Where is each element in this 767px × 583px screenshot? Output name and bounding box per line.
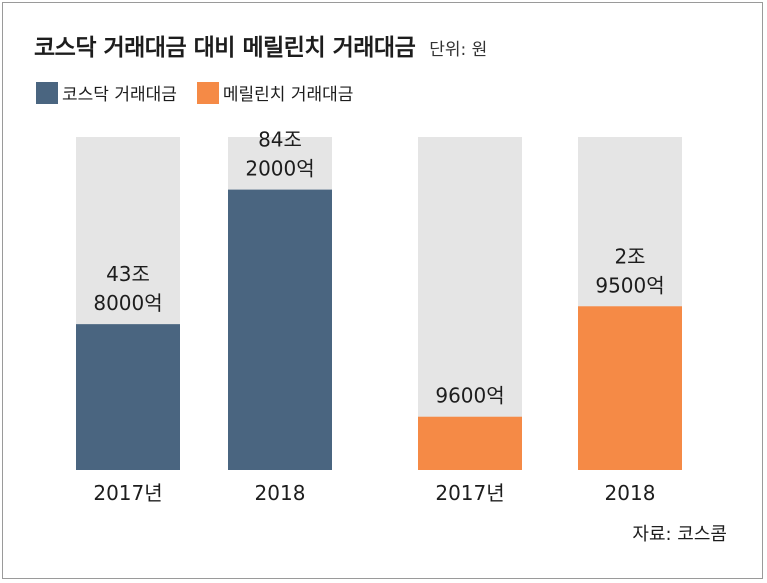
title-row: 코스닥 거래대금 대비 메릴린치 거래대금 단위: 원 — [34, 28, 487, 62]
unit-label: 단위: 원 — [429, 40, 488, 60]
data-label: 9600억 — [435, 384, 504, 408]
data-label: 43조 — [106, 262, 150, 286]
data-label: 2000억 — [245, 157, 314, 181]
data-label: 2조 — [614, 244, 645, 268]
legend-item-merrill: 메릴린치 거래대금 — [196, 80, 354, 105]
data-label: 9500억 — [595, 273, 664, 297]
data-bar — [578, 306, 682, 470]
legend-label-kosdaq: 코스닥 거래대금 — [62, 85, 177, 105]
legend-swatch-kosdaq — [36, 81, 58, 104]
x-tick-label: 2018 — [255, 481, 306, 505]
x-tick-label: 2017년 — [435, 481, 504, 505]
legend: 코스닥 거래대금 메릴린치 거래대금 — [36, 80, 353, 105]
legend-label-merrill: 메릴린치 거래대금 — [222, 85, 354, 105]
source-label: 자료: 코스콤 — [632, 524, 727, 545]
x-tick-label: 2017년 — [93, 481, 162, 505]
data-bar — [76, 324, 180, 470]
legend-swatch-merrill — [196, 81, 219, 104]
x-tick-label: 2018 — [605, 481, 656, 505]
data-bar — [228, 189, 332, 470]
data-label: 84조 — [258, 128, 302, 152]
bar-background — [418, 137, 522, 470]
data-bar — [418, 416, 522, 470]
data-label: 8000억 — [93, 291, 162, 315]
legend-item-kosdaq: 코스닥 거래대금 — [36, 80, 177, 105]
chart-title: 코스닥 거래대금 대비 메릴린치 거래대금 — [34, 35, 416, 61]
